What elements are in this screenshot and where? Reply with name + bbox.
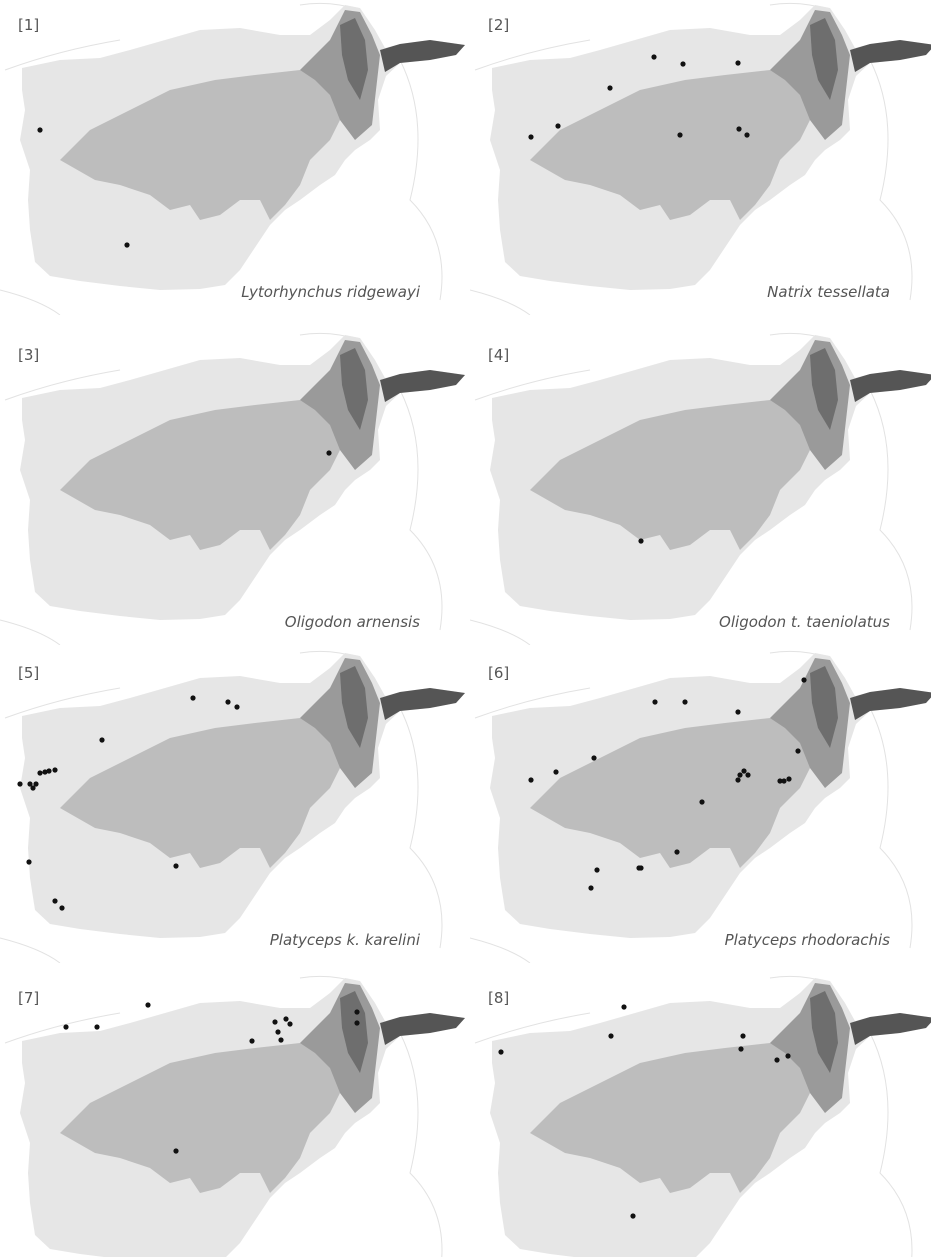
- locality-dot: [651, 54, 656, 59]
- panel-number: [3]: [18, 346, 39, 364]
- locality-dot: [744, 132, 749, 137]
- locality-dot: [638, 538, 643, 543]
- map: [0, 3, 465, 315]
- locality-dot: [738, 1046, 743, 1051]
- locality-dot: [801, 677, 806, 682]
- locality-dot: [786, 776, 791, 781]
- map-panel: [8]Spalerosophis d. schirasianus: [470, 976, 931, 1257]
- locality-dot: [594, 867, 599, 872]
- locality-dot: [555, 123, 560, 128]
- map: [470, 651, 931, 963]
- locality-dot: [781, 778, 786, 783]
- locality-dot: [630, 1213, 635, 1218]
- locality-dot: [249, 1038, 254, 1043]
- map-panel: [6] Platyceps rhodorachis: [470, 651, 931, 963]
- locality-dot: [37, 770, 42, 775]
- locality-dot: [278, 1037, 283, 1042]
- locality-dot: [621, 1004, 626, 1009]
- map-panel: [3] Oligodon arnensis: [0, 333, 465, 645]
- locality-dot: [33, 781, 38, 786]
- locality-dot: [699, 799, 704, 804]
- locality-dot: [52, 767, 57, 772]
- map-panel: [7]Ptyas m. nigriceps: [0, 976, 465, 1257]
- species-name: Oligodon t. taeniolatus: [719, 613, 890, 631]
- locality-dot: [608, 1033, 613, 1038]
- locality-dot: [735, 60, 740, 65]
- map-panel: [5] Platyceps k. karelini: [0, 651, 465, 963]
- locality-dot: [94, 1024, 99, 1029]
- map: [470, 976, 931, 1257]
- locality-dot: [283, 1016, 288, 1021]
- locality-dot: [591, 755, 596, 760]
- locality-dot: [785, 1053, 790, 1058]
- locality-dot: [37, 127, 42, 132]
- locality-dot: [607, 85, 612, 90]
- map-panel: [1] Lytorhynchus ridgewayi: [0, 3, 465, 315]
- locality-dot: [498, 1049, 503, 1054]
- locality-dot: [737, 772, 742, 777]
- panels: [1] Lytorhynchus ridgewayi [2] Natrix tesse…: [0, 3, 931, 1257]
- panel-number: [2]: [488, 16, 509, 34]
- locality-dot: [173, 863, 178, 868]
- locality-dot: [63, 1024, 68, 1029]
- map: [0, 976, 465, 1257]
- species-name: Oligodon arnensis: [285, 613, 420, 631]
- map: [470, 3, 931, 315]
- panel-number: [6]: [488, 664, 509, 682]
- map: [470, 333, 931, 645]
- locality-dot: [682, 699, 687, 704]
- locality-dot: [234, 704, 239, 709]
- locality-dot: [124, 242, 129, 247]
- locality-dot: [528, 134, 533, 139]
- locality-dot: [225, 699, 230, 704]
- species-name: Platyceps k. karelini: [270, 931, 421, 949]
- locality-dot: [745, 772, 750, 777]
- locality-dot: [52, 898, 57, 903]
- map-panel: [2] Natrix tessellata: [470, 3, 931, 315]
- locality-dot: [272, 1019, 277, 1024]
- locality-dot: [59, 905, 64, 910]
- panel-number: [8]: [488, 989, 509, 1007]
- map-panel: [4] Oligodon t. taeniolatus: [470, 333, 931, 645]
- locality-dot: [17, 781, 22, 786]
- locality-dot: [735, 709, 740, 714]
- locality-dot: [735, 777, 740, 782]
- map: [0, 333, 465, 645]
- locality-dot: [680, 61, 685, 66]
- locality-dot: [553, 769, 558, 774]
- locality-dot: [741, 768, 746, 773]
- locality-dot: [173, 1148, 178, 1153]
- locality-dot: [740, 1033, 745, 1038]
- locality-dot: [636, 865, 641, 870]
- locality-dot: [354, 1020, 359, 1025]
- locality-dot: [287, 1021, 292, 1026]
- figure: [1] Lytorhynchus ridgewayi [2] Natrix tesse…: [0, 0, 931, 1257]
- species-name: Natrix tessellata: [767, 283, 890, 301]
- locality-dot: [588, 885, 593, 890]
- locality-dot: [795, 748, 800, 753]
- locality-dot: [46, 768, 51, 773]
- locality-dot: [674, 849, 679, 854]
- panel-number: [7]: [18, 989, 39, 1007]
- locality-dot: [326, 450, 331, 455]
- locality-dot: [677, 132, 682, 137]
- locality-dot: [652, 699, 657, 704]
- locality-dot: [774, 1057, 779, 1062]
- locality-dot: [26, 859, 31, 864]
- map: [0, 651, 465, 963]
- locality-dot: [528, 777, 533, 782]
- species-name: Platyceps rhodorachis: [725, 931, 891, 949]
- locality-dot: [736, 126, 741, 131]
- locality-dot: [99, 737, 104, 742]
- species-name: Lytorhynchus ridgewayi: [241, 283, 421, 301]
- panel-number: [4]: [488, 346, 509, 364]
- locality-dot: [190, 695, 195, 700]
- locality-dot: [145, 1002, 150, 1007]
- panel-number: [1]: [18, 16, 39, 34]
- panel-number: [5]: [18, 664, 39, 682]
- locality-dot: [354, 1009, 359, 1014]
- locality-dot: [275, 1029, 280, 1034]
